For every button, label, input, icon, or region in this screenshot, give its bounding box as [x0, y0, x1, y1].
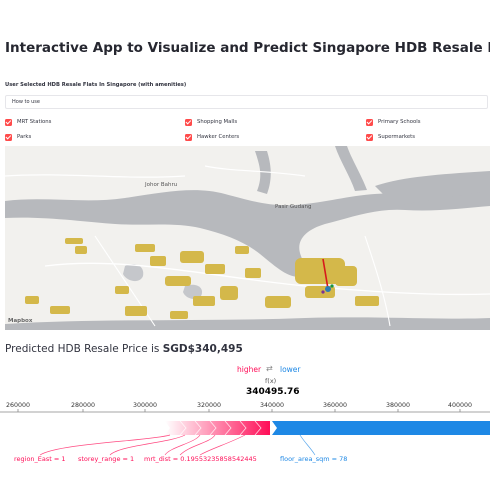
- water-reservoir: [123, 264, 144, 282]
- predicted-price: Predicted HDB Resale Price is SGD$340,49…: [5, 343, 243, 355]
- shap-feature-storey-range: storey_range = 1: [78, 455, 135, 463]
- checkbox-checked-icon[interactable]: [366, 133, 373, 141]
- water-strait: [5, 190, 490, 277]
- water-south: [5, 317, 490, 330]
- shap-red-bar: [165, 421, 270, 435]
- water-river: [335, 146, 367, 191]
- axis-tick-label: 380000: [385, 402, 411, 409]
- checkbox-label: Primary Schools: [378, 119, 421, 125]
- shap-feature-region-east: region_East = 1: [14, 455, 66, 463]
- axis-tick-label: 360000: [322, 402, 348, 409]
- shap-blue-bar: [272, 421, 490, 435]
- amenity-marker: [325, 286, 331, 292]
- checkbox-hawker-centers[interactable]: Hawker Centers: [185, 133, 239, 141]
- shap-feature-mrt-dist: mrt_dist = 0.19553235858542445: [144, 455, 257, 463]
- checkbox-label: MRT Stations: [17, 119, 52, 125]
- amenity-marker: [330, 284, 334, 288]
- selected-flat-marker: [322, 258, 329, 290]
- shap-swap-icon: ⇄: [266, 364, 273, 373]
- shap-higher-label: higher: [237, 365, 262, 374]
- shap-output-value: 340495.76: [246, 387, 300, 397]
- water-river: [255, 151, 271, 194]
- amenity-marker: [321, 290, 325, 294]
- checkbox-label: Supermarkets: [378, 134, 415, 140]
- axis-tick-label: 260000: [5, 402, 31, 409]
- water-reservoir: [183, 284, 203, 299]
- prediction-prefix: Predicted HDB Resale Price is: [5, 343, 163, 355]
- checkbox-checked-icon[interactable]: [5, 133, 12, 141]
- page-title: Interactive App to Visualize and Predict…: [5, 40, 490, 56]
- shap-force-plot: [0, 415, 490, 490]
- water-east: [375, 171, 490, 206]
- shap-axis: [0, 400, 490, 420]
- checkbox-shopping-malls[interactable]: Shopping Malls: [185, 118, 237, 126]
- checkbox-checked-icon[interactable]: [366, 118, 373, 126]
- map-label-pasir-gudang: Pasir Gudang: [275, 204, 311, 210]
- prediction-value: SGD$340,495: [162, 343, 243, 355]
- checkbox-checked-icon[interactable]: [5, 118, 12, 126]
- axis-tick-label: 280000: [70, 402, 96, 409]
- shap-fx-label: f(x): [265, 377, 277, 385]
- checkbox-primary-schools[interactable]: Primary Schools: [366, 118, 421, 126]
- checkbox-label: Shopping Malls: [197, 119, 238, 125]
- checkbox-mrt-stations[interactable]: MRT Stations: [5, 118, 51, 126]
- map-canvas[interactable]: Johor Bahru Pasir Gudang: [5, 146, 490, 330]
- axis-tick-label: 300000: [132, 402, 158, 409]
- axis-tick-label: 320000: [196, 402, 222, 409]
- map-subtitle: User Selected HDB Resale Flats In Singap…: [5, 82, 187, 88]
- hdb-flat-markers: [25, 238, 379, 319]
- expander-label: How to use: [12, 99, 40, 105]
- mapbox-logo: Mapbox: [8, 318, 33, 324]
- checkbox-checked-icon[interactable]: [185, 118, 192, 126]
- checkbox-supermarkets[interactable]: Supermarkets: [366, 133, 415, 141]
- checkbox-label: Hawker Centers: [197, 134, 240, 140]
- shap-lower-label: lower: [280, 365, 301, 374]
- checkbox-label: Parks: [17, 134, 32, 140]
- checkbox-parks[interactable]: Parks: [5, 133, 31, 141]
- map-view[interactable]: Johor Bahru Pasir Gudang Mapbox: [5, 146, 490, 330]
- how-to-use-expander[interactable]: How to use: [5, 95, 488, 109]
- shap-feature-floor-area: floor_area_sqm = 78: [280, 455, 348, 463]
- checkbox-checked-icon[interactable]: [185, 133, 192, 141]
- map-label-johor-bahru: Johor Bahru: [144, 182, 177, 188]
- axis-tick-label: 400000: [447, 402, 473, 409]
- axis-tick-label: 340000: [259, 402, 285, 409]
